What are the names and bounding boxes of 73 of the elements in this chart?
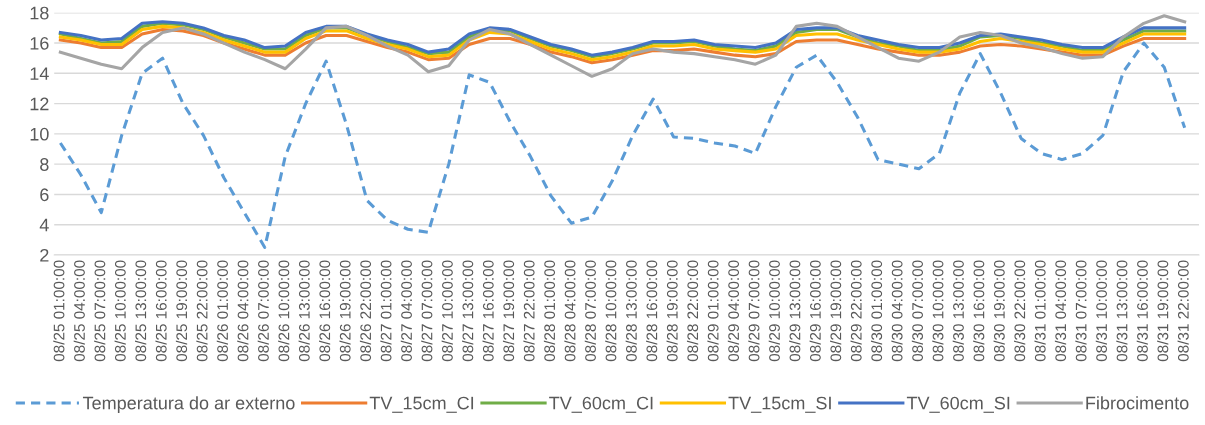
line-series — [58, 41, 1187, 249]
y-tick-label: 12 — [30, 97, 49, 111]
y-tick-label: 2 — [40, 248, 49, 262]
x-tick-label: 08/30 04:00:00 — [891, 260, 903, 362]
x-tick-label: 08/29 19:00:00 — [830, 260, 842, 362]
x-tick-label: 08/28 16:00:00 — [646, 260, 658, 362]
x-tick-label: 08/25 04:00:00 — [73, 260, 85, 362]
x-tick-label: 08/31 10:00:00 — [1095, 260, 1107, 362]
x-tick-label: 08/29 04:00:00 — [727, 260, 740, 362]
x-tick-label: 08/30 10:00:00 — [932, 260, 944, 362]
x-tick-label: 08/30 22:00:00 — [1014, 260, 1026, 362]
x-tick-label: 08/31 07:00:00 — [1075, 260, 1087, 362]
x-tick-label: 08/25 22:00:00 — [196, 260, 208, 362]
x-tick-label: 08/31 04:00:00 — [1054, 260, 1067, 362]
y-tick-label: 10 — [30, 127, 49, 141]
y-tick-label: 18 — [30, 6, 49, 20]
x-tick-label: 08/27 22:00:00 — [523, 260, 535, 362]
legend-label: TV_60cm_SI — [906, 396, 1010, 413]
x-tick-label: 08/25 19:00:00 — [175, 260, 188, 362]
line-series — [58, 14, 1187, 78]
x-tick-label: 08/28 19:00:00 — [666, 260, 678, 362]
x-tick-label: 08/31 13:00:00 — [1116, 260, 1128, 362]
y-tick-label: 6 — [40, 188, 49, 202]
y-tick-label: 14 — [30, 67, 49, 80]
x-tick-label: 08/31 01:00:00 — [1034, 260, 1046, 362]
x-tick-label: 08/26 04:00:00 — [237, 260, 249, 362]
legend-label: Temperatura do ar externo — [82, 396, 295, 413]
x-tick-label: 08/27 01:00:00 — [380, 260, 392, 362]
x-tick-label: 08/27 04:00:00 — [400, 260, 412, 362]
x-tick-label: 08/29 07:00:00 — [748, 260, 760, 362]
x-tick-label: 08/26 01:00:00 — [216, 260, 228, 362]
x-tick-label: 08/25 10:00:00 — [114, 260, 126, 362]
x-tick-label: 08/30 16:00:00 — [973, 260, 985, 362]
x-tick-label: 08/27 19:00:00 — [502, 260, 515, 362]
x-tick-label: 08/26 10:00:00 — [278, 260, 290, 362]
x-tick-label: 08/26 13:00:00 — [298, 260, 310, 362]
x-tick-label: 08/31 22:00:00 — [1177, 260, 1189, 362]
y-tick-label: 8 — [40, 158, 49, 171]
x-tick-label: 08/29 01:00:00 — [707, 260, 719, 362]
x-tick-label: 08/29 22:00:00 — [850, 260, 862, 362]
x-tick-label: 08/27 10:00:00 — [441, 260, 453, 362]
y-tick-label: 16 — [30, 36, 49, 50]
legend-label: TV_15cm_SI — [728, 396, 831, 413]
x-tick-label: 08/31 19:00:00 — [1157, 260, 1169, 362]
x-tick-label: 08/28 13:00:00 — [625, 260, 637, 362]
x-tick-label: 08/30 13:00:00 — [952, 260, 964, 362]
x-tick-label: 08/29 13:00:00 — [789, 260, 801, 362]
x-tick-label: 08/25 07:00:00 — [94, 260, 106, 362]
x-tick-label: 08/31 16:00:00 — [1136, 260, 1148, 362]
y-tick-label: 4 — [39, 218, 49, 232]
x-tick-label: 08/26 16:00:00 — [318, 260, 331, 362]
x-tick-label: 08/28 10:00:00 — [605, 260, 617, 362]
x-tick-label: 08/25 13:00:00 — [135, 260, 147, 362]
x-tick-label: 08/30 19:00:00 — [993, 260, 1005, 362]
x-tick-label: 08/25 01:00:00 — [53, 260, 65, 362]
x-tick-label: 08/26 22:00:00 — [359, 260, 372, 362]
x-tick-label: 08/29 10:00:00 — [768, 260, 780, 362]
legend-label: TV_60cm_CI — [549, 396, 653, 413]
x-tick-label: 08/25 16:00:00 — [155, 260, 167, 362]
x-tick-label: 08/26 07:00:00 — [257, 260, 269, 362]
legend-label: Fibrocimento — [1086, 396, 1189, 410]
x-tick-label: 08/28 01:00:00 — [543, 260, 556, 362]
x-tick-label: 08/29 16:00:00 — [809, 260, 821, 362]
x-tick-label: 08/28 22:00:00 — [686, 260, 699, 362]
x-tick-label: 08/26 19:00:00 — [339, 260, 351, 362]
x-tick-label: 08/30 01:00:00 — [870, 260, 883, 362]
legend-label: TV_15cm_CI — [369, 396, 474, 413]
x-tick-label: 08/27 16:00:00 — [482, 260, 494, 362]
x-tick-label: 08/28 04:00:00 — [564, 260, 576, 362]
x-tick-label: 08/27 07:00:00 — [421, 260, 433, 362]
x-tick-label: 08/28 07:00:00 — [584, 260, 596, 362]
x-tick-label: 08/27 13:00:00 — [462, 260, 474, 362]
x-tick-label: 08/30 07:00:00 — [911, 260, 924, 362]
